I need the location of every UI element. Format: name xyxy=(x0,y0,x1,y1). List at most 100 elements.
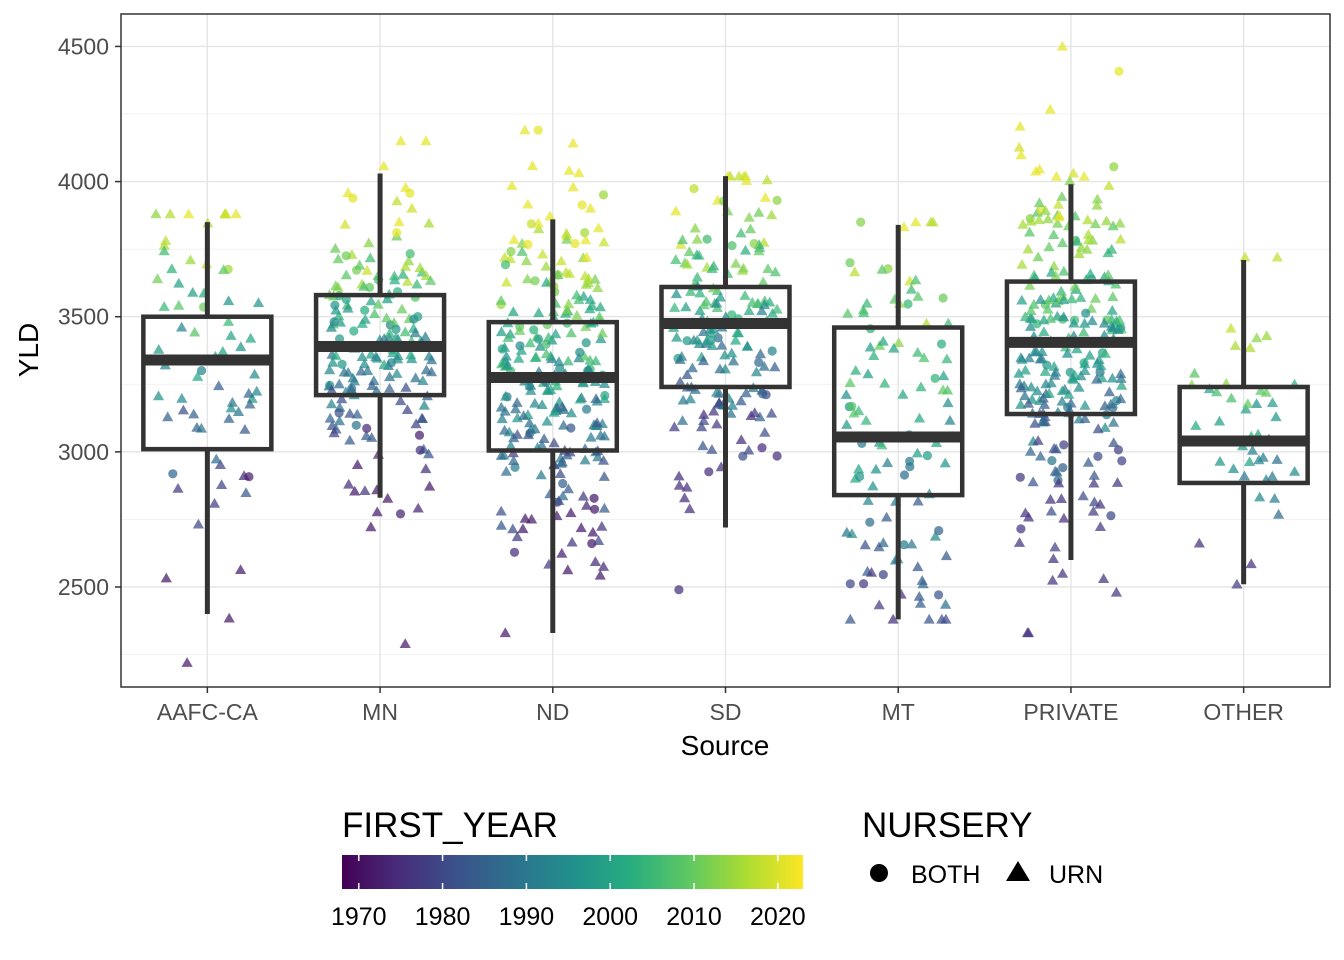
data-point-both xyxy=(362,423,372,433)
data-point-both xyxy=(1058,463,1068,473)
x-tick-label: SD xyxy=(710,699,742,725)
data-point-urn xyxy=(860,415,872,425)
data-point-urn xyxy=(519,513,531,523)
data-point-both xyxy=(1093,451,1103,461)
data-point-urn xyxy=(342,302,354,313)
data-point-urn xyxy=(912,347,924,357)
data-point-urn xyxy=(1063,389,1075,399)
data-point-urn xyxy=(192,371,204,381)
data-point-urn xyxy=(213,380,225,391)
data-point-urn xyxy=(399,638,411,648)
data-point-urn xyxy=(562,564,574,575)
data-point-both xyxy=(702,234,712,244)
data-point-urn xyxy=(594,301,606,312)
data-point-both xyxy=(772,451,782,461)
data-point-urn xyxy=(542,331,555,342)
data-point-both xyxy=(330,300,340,310)
data-point-both xyxy=(577,200,587,210)
data-point-urn xyxy=(918,352,930,363)
data-point-urn xyxy=(1035,294,1047,304)
color-legend: FIRST_YEAR 1970 1980 1990 2000 2010 2020 xyxy=(331,806,806,931)
data-point-both xyxy=(905,456,915,466)
y-axis-title: YLD xyxy=(13,323,44,377)
data-point-urn xyxy=(183,208,195,219)
legend-label-both: BOTH xyxy=(911,861,980,889)
data-point-urn xyxy=(727,355,740,366)
data-point-urn xyxy=(758,299,771,310)
data-point-both xyxy=(706,335,716,345)
data-point-both xyxy=(934,590,944,600)
data-point-urn xyxy=(399,326,411,337)
colorbar-tick-label: 1980 xyxy=(415,903,471,931)
data-point-urn xyxy=(356,318,368,328)
data-point-urn xyxy=(942,317,954,328)
data-point-urn xyxy=(1075,242,1087,252)
data-point-urn xyxy=(329,242,341,253)
data-point-urn xyxy=(340,269,352,280)
data-point-urn xyxy=(897,388,909,399)
data-point-urn xyxy=(1050,366,1062,377)
data-point-urn xyxy=(584,294,596,304)
data-point-urn xyxy=(354,259,366,270)
data-point-both xyxy=(500,260,511,270)
data-point-urn xyxy=(1047,553,1059,563)
data-point-urn xyxy=(223,413,235,423)
data-point-urn xyxy=(522,198,534,209)
data-point-urn xyxy=(554,468,566,478)
data-point-urn xyxy=(598,393,611,403)
data-point-urn xyxy=(359,485,371,495)
data-point-both xyxy=(523,239,533,249)
data-point-both xyxy=(575,347,585,357)
data-point-urn xyxy=(1214,455,1226,466)
data-point-urn xyxy=(1066,293,1078,304)
data-point-both xyxy=(1117,456,1127,466)
data-point-urn xyxy=(1047,574,1059,585)
data-point-both xyxy=(395,509,406,519)
data-point-urn xyxy=(1114,314,1126,325)
data-point-urn xyxy=(566,536,578,547)
data-point-urn xyxy=(1034,163,1046,174)
data-point-urn xyxy=(164,208,176,219)
data-point-urn xyxy=(395,395,407,406)
data-point-urn xyxy=(1025,305,1037,315)
data-point-urn xyxy=(596,327,608,338)
data-point-urn xyxy=(1116,379,1128,390)
data-point-urn xyxy=(1045,377,1057,388)
data-point-urn xyxy=(235,564,247,574)
data-point-urn xyxy=(553,356,565,366)
data-point-urn xyxy=(673,470,685,481)
data-point-urn xyxy=(158,245,170,256)
data-point-urn xyxy=(750,366,763,377)
data-point-urn xyxy=(524,337,536,348)
data-point-urn xyxy=(844,613,856,624)
data-point-urn xyxy=(584,202,597,213)
data-point-urn xyxy=(151,273,164,284)
data-point-urn xyxy=(1188,367,1201,378)
data-point-urn xyxy=(226,397,238,407)
data-point-urn xyxy=(1019,364,1031,375)
data-point-urn xyxy=(714,363,726,374)
data-point-urn xyxy=(861,297,873,308)
color-legend-title: FIRST_YEAR xyxy=(342,806,558,845)
data-point-urn xyxy=(669,302,681,312)
legend-circle-icon xyxy=(870,864,888,882)
data-point-urn xyxy=(158,301,170,311)
data-point-urn xyxy=(548,406,560,417)
data-point-both xyxy=(349,326,359,336)
data-point-urn xyxy=(859,539,871,550)
data-point-urn xyxy=(535,469,547,480)
data-point-urn xyxy=(555,255,567,266)
data-point-both xyxy=(415,445,425,455)
data-point-urn xyxy=(423,448,435,459)
data-point-urn xyxy=(555,457,567,468)
shape-legend: NURSERY BOTH URN xyxy=(862,806,1103,889)
data-point-urn xyxy=(152,390,165,401)
data-point-urn xyxy=(887,613,899,624)
data-point-urn xyxy=(1024,280,1036,290)
data-point-urn xyxy=(500,350,512,361)
data-point-urn xyxy=(739,244,752,255)
data-point-urn xyxy=(366,432,378,442)
data-point-both xyxy=(758,389,768,399)
data-point-both xyxy=(566,423,576,433)
x-axis: AAFC-CA MN ND SD MT PRIVATE OTHER xyxy=(157,687,1284,725)
